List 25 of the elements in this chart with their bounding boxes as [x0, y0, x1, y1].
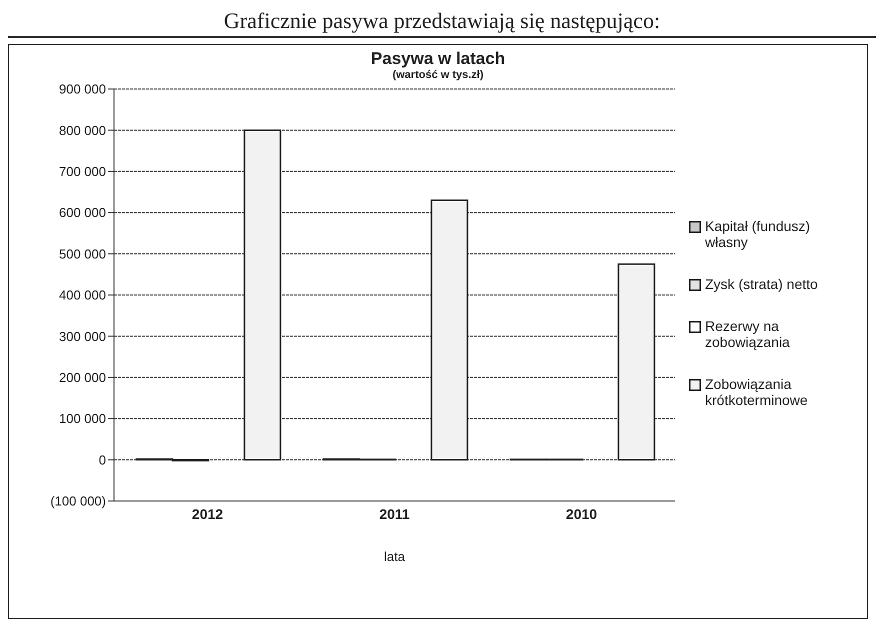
x-tick-label: 2011	[379, 506, 410, 522]
y-tick-label: (100 000)	[50, 494, 106, 509]
bar	[618, 263, 656, 461]
chart-subtitle: (wartość w tys.zł)	[391, 69, 485, 81]
legend-label: Zobowiązania krótkoterminowe	[705, 376, 809, 408]
x-tick-label: 2010	[566, 506, 598, 522]
x-axis-title: lata	[384, 549, 406, 564]
y-tick-label: 900 000	[59, 82, 106, 97]
legend-label: Rezerwy na zobowiązania	[705, 318, 791, 350]
legend-label: Zysk (strata) netto	[705, 276, 818, 292]
y-tick-label: 700 000	[59, 164, 106, 180]
bar	[430, 199, 468, 461]
y-tick-label: 0	[98, 452, 106, 468]
legend-label: Kapitał (fundusz) własny	[705, 218, 812, 250]
y-tick-label: 500 000	[59, 246, 106, 262]
y-tick-label: 200 000	[59, 370, 106, 386]
y-tick-label: 300 000	[59, 328, 106, 344]
bar	[244, 129, 282, 461]
y-tick-label: 100 000	[59, 411, 106, 426]
y-tick-label: 400 000	[59, 288, 106, 303]
x-tick-label: 2012	[192, 506, 224, 522]
y-tick-label: 600 000	[59, 205, 106, 220]
text: Graficznie pasywa przedstawiają się następująco:	[8, 8, 876, 38]
chart-title: Pasywa w latach	[370, 49, 506, 69]
y-tick-label: 800 000	[59, 122, 106, 138]
